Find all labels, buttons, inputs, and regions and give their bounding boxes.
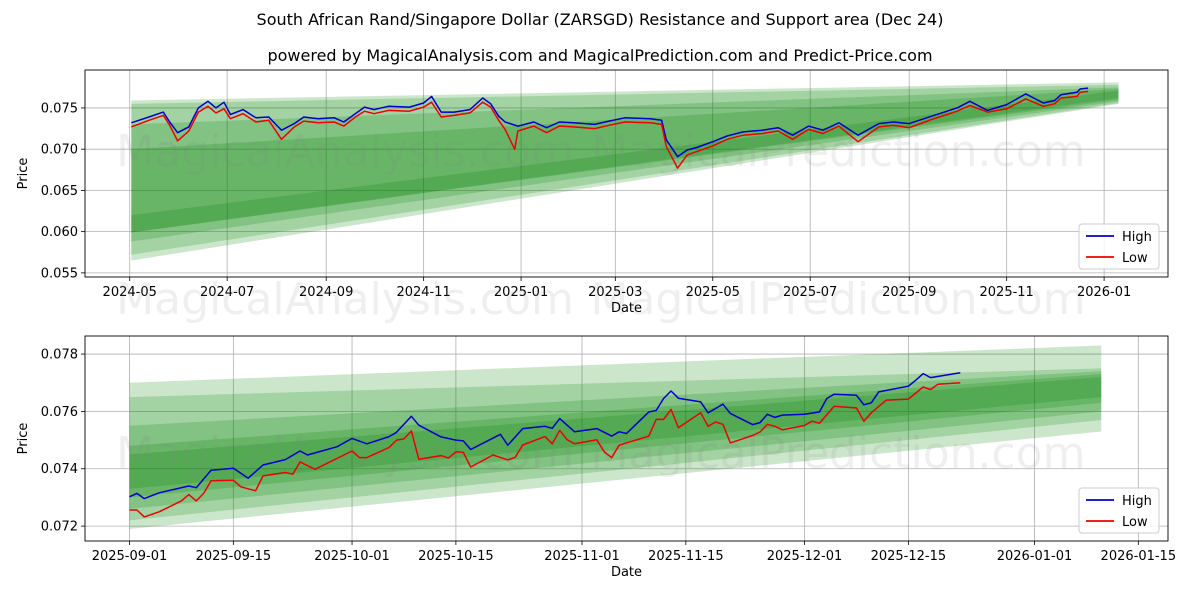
watermark-text: MagicalPrediction.com	[591, 428, 1086, 479]
series-high-line	[129, 371, 961, 500]
x-tick-label: 2025-09	[882, 285, 936, 300]
series-lines	[129, 371, 961, 518]
x-tick-label: 2025-11-15	[648, 549, 724, 564]
band-area	[129, 371, 1102, 509]
y-tick-label: 0.076	[41, 405, 78, 420]
x-tick-label: 2026-01-15	[1101, 549, 1177, 564]
x-tick-label: 2024-05	[103, 285, 157, 300]
x-tick-label: 2025-11	[980, 285, 1034, 300]
legend-label-high: High	[1122, 494, 1152, 509]
chart-subtitle: powered by MagicalAnalysis.com and Magic…	[267, 46, 933, 65]
y-axis-label: Price	[16, 158, 31, 190]
y-tick-label: 0.074	[41, 462, 78, 477]
band-area	[129, 345, 1102, 529]
x-tick-label: 2024-11	[396, 285, 450, 300]
x-tick-label: 2025-07	[783, 285, 837, 300]
support-resistance-bands	[129, 345, 1102, 529]
y-tick-label: 0.070	[41, 143, 78, 158]
band-area	[131, 90, 1119, 233]
x-tick-label: 2025-12-01	[767, 549, 843, 564]
legend-label-low: Low	[1122, 251, 1148, 266]
band-area	[129, 374, 1102, 498]
legend: High Low	[1078, 223, 1160, 270]
support-resistance-bands	[131, 82, 1119, 261]
y-tick-label: 0.078	[41, 348, 78, 363]
series-low-line	[129, 381, 961, 518]
chart-title: South African Rand/Singapore Dollar (ZAR…	[256, 10, 944, 29]
series-high-line	[131, 87, 1089, 158]
subplot-2: 0.072 0.074 0.076 0.078 2025-09-01 2025-09-15…	[16, 335, 1177, 580]
watermark-text: MagicalPrediction.com	[591, 274, 1086, 325]
watermark-text: MagicalAnalysis.com	[116, 274, 574, 325]
series-lines	[131, 87, 1089, 169]
subplot-1: 0.055 0.060 0.065 0.070 0.075 2024-05 2024-07 2…	[16, 69, 1169, 325]
x-axis-label: Date	[611, 565, 642, 580]
band-area	[131, 87, 1119, 242]
x-tick-label: 2025-10-15	[418, 549, 494, 564]
x-tick-label: 2025-10-01	[314, 549, 390, 564]
watermark-text: MagicalAnalysis.com	[116, 428, 574, 479]
legend-label-high: High	[1122, 230, 1152, 245]
x-tick-label: 2024-07	[200, 285, 254, 300]
band-area	[129, 377, 1102, 489]
series-low-line	[131, 90, 1089, 169]
x-tick-label: 2025-09-15	[196, 549, 272, 564]
legend: High Low	[1078, 487, 1160, 534]
y-tick-label: 0.055	[41, 266, 78, 281]
watermark-text: MagicalPrediction.com	[591, 126, 1086, 177]
y-tick-label: 0.065	[41, 184, 78, 199]
x-tick-label: 2026-01	[1077, 285, 1131, 300]
x-tick-label: 2025-12-15	[871, 549, 947, 564]
y-tick-label: 0.075	[41, 101, 78, 116]
band-area	[129, 368, 1102, 521]
x-tick-label: 2025-03	[588, 285, 642, 300]
x-tick-label: 2024-09	[299, 285, 353, 300]
y-axis-label: Price	[16, 423, 31, 455]
x-tick-label: 2025-05	[686, 285, 740, 300]
band-area	[131, 88, 1119, 233]
axes-frame	[84, 69, 1169, 278]
y-tick-label: 0.072	[41, 520, 78, 535]
y-tick-label: 0.060	[41, 225, 78, 240]
x-tick-label: 2025-11-01	[544, 549, 620, 564]
x-tick-label: 2025-01	[494, 285, 548, 300]
legend-label-low: Low	[1122, 515, 1148, 530]
x-tick-label: 2025-09-01	[92, 549, 168, 564]
x-axis-label: Date	[611, 301, 642, 316]
axes-frame	[84, 335, 1169, 542]
x-tick-label: 2026-01-01	[997, 549, 1073, 564]
watermark-text: MagicalAnalysis.com	[116, 126, 574, 177]
